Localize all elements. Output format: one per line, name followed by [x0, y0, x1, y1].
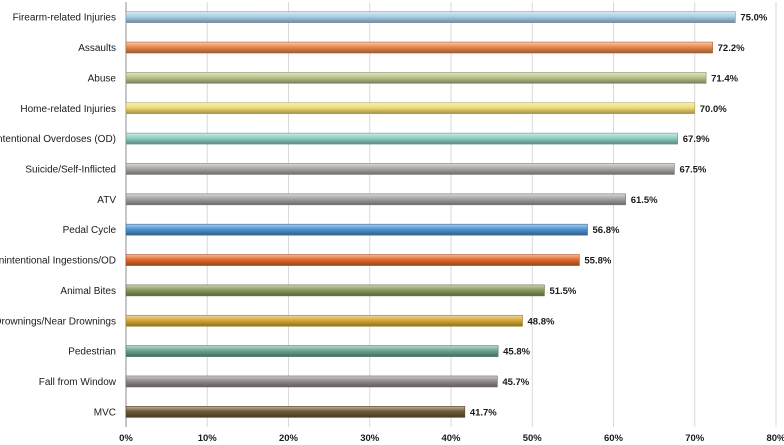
- category-label: Firearm-related Injuries: [13, 13, 116, 24]
- category-label: Fall from Window: [39, 377, 117, 388]
- bar: [125, 163, 675, 175]
- bar: [125, 102, 696, 115]
- x-tick-label: 50%: [523, 433, 543, 444]
- value-label: 45.7%: [502, 377, 529, 388]
- bars: [125, 11, 736, 418]
- x-tick-label: 0%: [119, 433, 133, 444]
- value-label: 75.0%: [740, 13, 767, 24]
- x-tick-label: 30%: [360, 433, 380, 444]
- x-tick-label: 10%: [198, 433, 218, 444]
- category-label: Home-related Injuries: [20, 104, 116, 115]
- x-tick-label: 70%: [685, 433, 705, 444]
- value-label: 55.8%: [584, 256, 611, 267]
- value-label: 61.5%: [631, 195, 658, 206]
- gridlines: [125, 2, 777, 427]
- bar: [125, 254, 580, 266]
- category-label: Pedestrian: [68, 347, 116, 358]
- value-label: 45.8%: [503, 347, 530, 358]
- x-tick-label: 20%: [279, 433, 299, 444]
- category-label: Unintentional Ingestions/OD: [0, 256, 116, 267]
- bar: [125, 406, 466, 418]
- category-label: Pedal Cycle: [63, 225, 117, 236]
- category-label: MVC: [94, 407, 116, 418]
- x-tick-label: 40%: [441, 433, 461, 444]
- bar: [125, 41, 713, 54]
- bar: [125, 72, 707, 84]
- category-label: Assaults: [78, 43, 116, 54]
- value-label: 72.2%: [718, 43, 745, 54]
- bar: [125, 375, 498, 388]
- bar: [125, 345, 499, 357]
- value-label: 51.5%: [549, 286, 576, 297]
- value-label: 48.8%: [528, 316, 555, 327]
- x-tick-label: 80%: [766, 433, 784, 444]
- category-label: Intentional Overdoses (OD): [0, 134, 116, 145]
- category-label: ATV: [97, 195, 116, 206]
- category-label: Animal Bites: [60, 286, 116, 297]
- value-label: 67.5%: [679, 164, 706, 175]
- value-label: 71.4%: [711, 73, 738, 84]
- value-label: 67.9%: [683, 134, 710, 145]
- bar: [125, 284, 545, 297]
- bar: [125, 314, 523, 327]
- value-label: 41.7%: [470, 407, 497, 418]
- x-axis-ticks: 0% 10% 20% 30% 40% 50% 60% 70% 80%: [119, 433, 784, 444]
- value-label: 70.0%: [700, 104, 727, 115]
- category-label: Suicide/Self-Inflicted: [25, 164, 116, 175]
- bar: [125, 193, 626, 206]
- category-label: Drownings/Near Drownings: [0, 316, 116, 327]
- bar: [125, 11, 736, 23]
- category-label: Abuse: [88, 73, 117, 84]
- bar: [125, 132, 678, 145]
- value-label: 56.8%: [593, 225, 620, 236]
- x-tick-label: 60%: [604, 433, 624, 444]
- bar: [125, 223, 588, 236]
- labels: Firearm-related Injuries 75.0% Assaults 72.…: [0, 13, 768, 419]
